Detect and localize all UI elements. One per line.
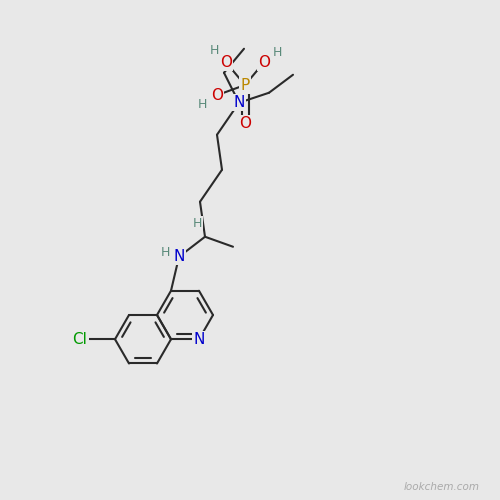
Text: H: H xyxy=(198,98,207,111)
Text: N: N xyxy=(234,96,244,110)
Text: H: H xyxy=(192,218,202,230)
Text: N: N xyxy=(194,332,204,346)
Text: O: O xyxy=(220,54,232,70)
Text: H: H xyxy=(210,44,220,57)
Text: N: N xyxy=(174,250,184,264)
Text: H: H xyxy=(160,246,170,260)
Text: O: O xyxy=(211,88,223,103)
Text: O: O xyxy=(258,54,270,70)
Text: O: O xyxy=(239,116,251,132)
Text: Cl: Cl xyxy=(72,332,88,346)
Text: H: H xyxy=(272,46,282,59)
Text: lookchem.com: lookchem.com xyxy=(404,482,480,492)
Text: P: P xyxy=(240,78,250,92)
